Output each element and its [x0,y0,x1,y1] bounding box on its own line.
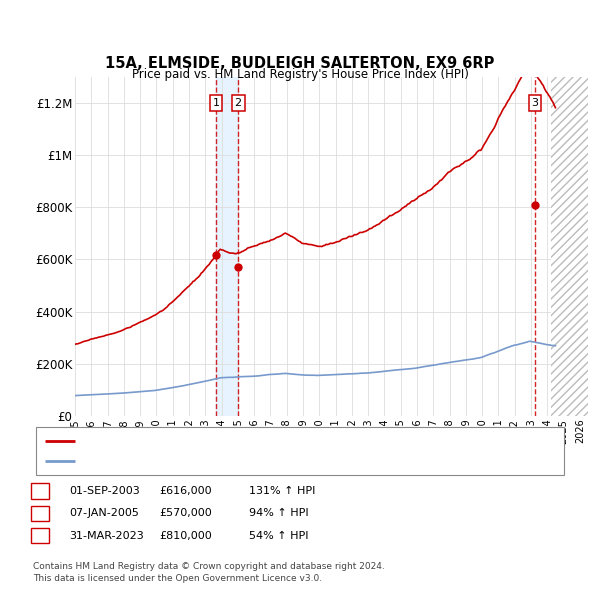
Text: 2: 2 [37,509,44,518]
Text: Price paid vs. HM Land Registry's House Price Index (HPI): Price paid vs. HM Land Registry's House … [131,68,469,81]
Text: 1: 1 [212,98,220,108]
Text: 07-JAN-2005: 07-JAN-2005 [69,509,139,518]
Text: 3: 3 [532,98,539,108]
Text: 15A, ELMSIDE, BUDLEIGH SALTERTON, EX9 6RP (detached house): 15A, ELMSIDE, BUDLEIGH SALTERTON, EX9 6R… [81,436,440,446]
Text: 3: 3 [37,531,44,540]
Text: 1: 1 [37,486,44,496]
Text: 94% ↑ HPI: 94% ↑ HPI [249,509,308,518]
Text: 2: 2 [235,98,242,108]
Text: 54% ↑ HPI: 54% ↑ HPI [249,531,308,540]
Text: £810,000: £810,000 [159,531,212,540]
Text: 31-MAR-2023: 31-MAR-2023 [69,531,144,540]
Text: £570,000: £570,000 [159,509,212,518]
Bar [216,77,238,416]
Text: 131% ↑ HPI: 131% ↑ HPI [249,486,316,496]
Text: 15A, ELMSIDE, BUDLEIGH SALTERTON, EX9 6RP: 15A, ELMSIDE, BUDLEIGH SALTERTON, EX9 6R… [106,55,494,71]
Bar [551,77,588,416]
Bar [551,77,588,416]
Text: Contains HM Land Registry data © Crown copyright and database right 2024.
This d: Contains HM Land Registry data © Crown c… [33,562,385,583]
Text: £616,000: £616,000 [159,486,212,496]
Text: 01-SEP-2003: 01-SEP-2003 [69,486,140,496]
Text: HPI: Average price, detached house, East Devon: HPI: Average price, detached house, East… [81,457,346,467]
